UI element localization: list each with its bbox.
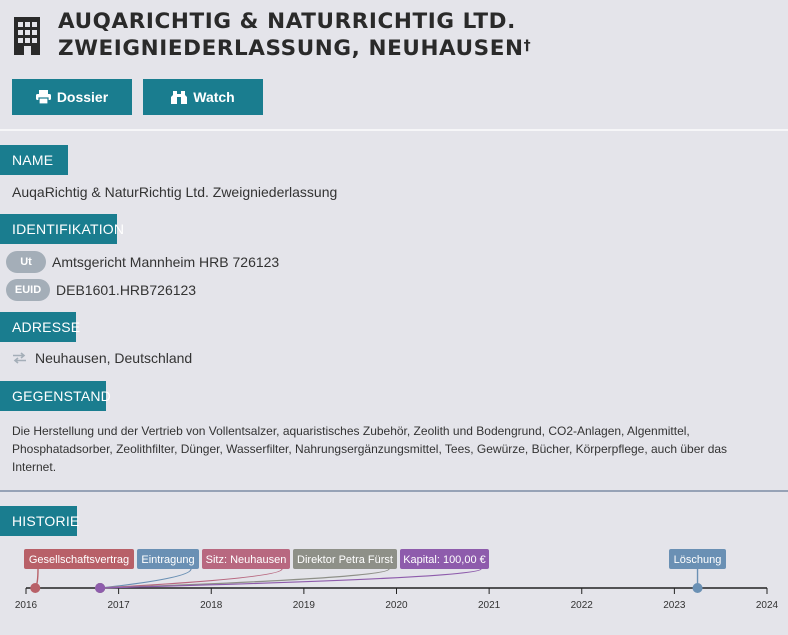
- event-label: Gesellschaftsvertrag: [29, 554, 129, 566]
- event-point: [692, 583, 703, 593]
- address-row: Neuhausen, Deutschland: [12, 350, 192, 366]
- register-number: Amtsgericht Mannheim HRB 726123: [52, 254, 280, 270]
- event-label: Kapital: 100,00 €: [403, 554, 486, 566]
- printer-icon: [35, 90, 51, 104]
- euid-badge: EUID: [6, 279, 50, 301]
- address-value: Neuhausen, Deutschland: [35, 350, 193, 366]
- timeline-tick-label: 2019: [293, 600, 316, 611]
- event-label-box: [293, 549, 397, 569]
- timeline-tick-label: 2021: [478, 600, 501, 611]
- company-name: AuqaRichtig & NaturRichtig Ltd. Zweignie…: [12, 184, 338, 200]
- event-label-box: [669, 549, 726, 569]
- identifier-row: Ut Amtsgericht Mannheim HRB 726123: [6, 251, 279, 273]
- event-label-box: [202, 549, 290, 569]
- timeline-tick-label: 2017: [108, 600, 131, 611]
- dossier-label: Dossier: [56, 89, 109, 105]
- history-timeline: 2016 2017 2018 2019 2020 2021 2022 2023 2024 Gese…: [15, 549, 779, 611]
- event-connector: [100, 568, 283, 589]
- deleted-dagger: †: [523, 38, 531, 54]
- building-icon: [14, 17, 40, 55]
- purpose-text: Die Herstellung und der Vertrieb von Vol…: [12, 422, 762, 476]
- section-name-label: NAME: [0, 145, 68, 175]
- watch-label: Watch: [193, 89, 235, 105]
- purpose-line: Die Herstellung und der Vertrieb von Vol…: [12, 424, 690, 438]
- transfer-arrows-icon: [13, 352, 26, 364]
- event-label-box: [137, 549, 199, 569]
- event-connector: [100, 568, 192, 589]
- header-divider: [0, 129, 788, 131]
- timeline-tick-label: 2018: [200, 600, 223, 611]
- header: AUQARICHTIG & NATURRICHTIG LTD. ZWEIGNIE…: [0, 0, 788, 130]
- timeline-tick-label: 2020: [385, 600, 408, 611]
- timeline-tick-label: 2023: [663, 600, 686, 611]
- euid-value: DEB1601.HRB726123: [56, 282, 197, 298]
- purpose-line: Internet.: [12, 460, 57, 474]
- event-connector: [100, 568, 482, 589]
- section-identification-label: IDENTIFIKATION: [0, 214, 124, 244]
- page-title: AUQARICHTIG & NATURRICHTIG LTD. ZWEIGNIE…: [58, 8, 778, 62]
- timeline-tick-label: 2016: [15, 600, 38, 611]
- register-badge: Ut: [6, 251, 46, 273]
- watch-button[interactable]: Watch: [143, 79, 263, 115]
- event-label-box: [400, 549, 489, 569]
- binoculars-icon: [171, 90, 188, 104]
- section-address-label: ADRESSE: [0, 312, 80, 342]
- event-label: Löschung: [674, 554, 722, 566]
- event-connector: [100, 568, 390, 589]
- event-point: [30, 583, 41, 593]
- event-point: [95, 583, 106, 593]
- title-line-2: ZWEIGNIEDERLASSUNG, NEUHAUSEN: [58, 36, 524, 61]
- event-label-box: [24, 549, 134, 569]
- event-label: Direktor Petra Fürst: [297, 554, 393, 566]
- event-label: Eintragung: [141, 554, 194, 566]
- timeline-tick-label: 2022: [571, 600, 594, 611]
- identifier-row: EUID DEB1601.HRB726123: [6, 279, 196, 301]
- history-divider: [0, 490, 788, 492]
- title-line-1: AUQARICHTIG & NATURRICHTIG LTD.: [58, 9, 516, 34]
- section-purpose-label: GEGENSTAND: [0, 381, 111, 411]
- event-label: Sitz: Neuhausen: [206, 554, 287, 566]
- purpose-line: Phosphatadsorber, Zeolithfilter, Dünger,…: [12, 442, 728, 456]
- dossier-button[interactable]: Dossier: [12, 79, 132, 115]
- section-history-label: HISTORIE: [0, 506, 79, 536]
- timeline-tick-label: 2024: [756, 600, 779, 611]
